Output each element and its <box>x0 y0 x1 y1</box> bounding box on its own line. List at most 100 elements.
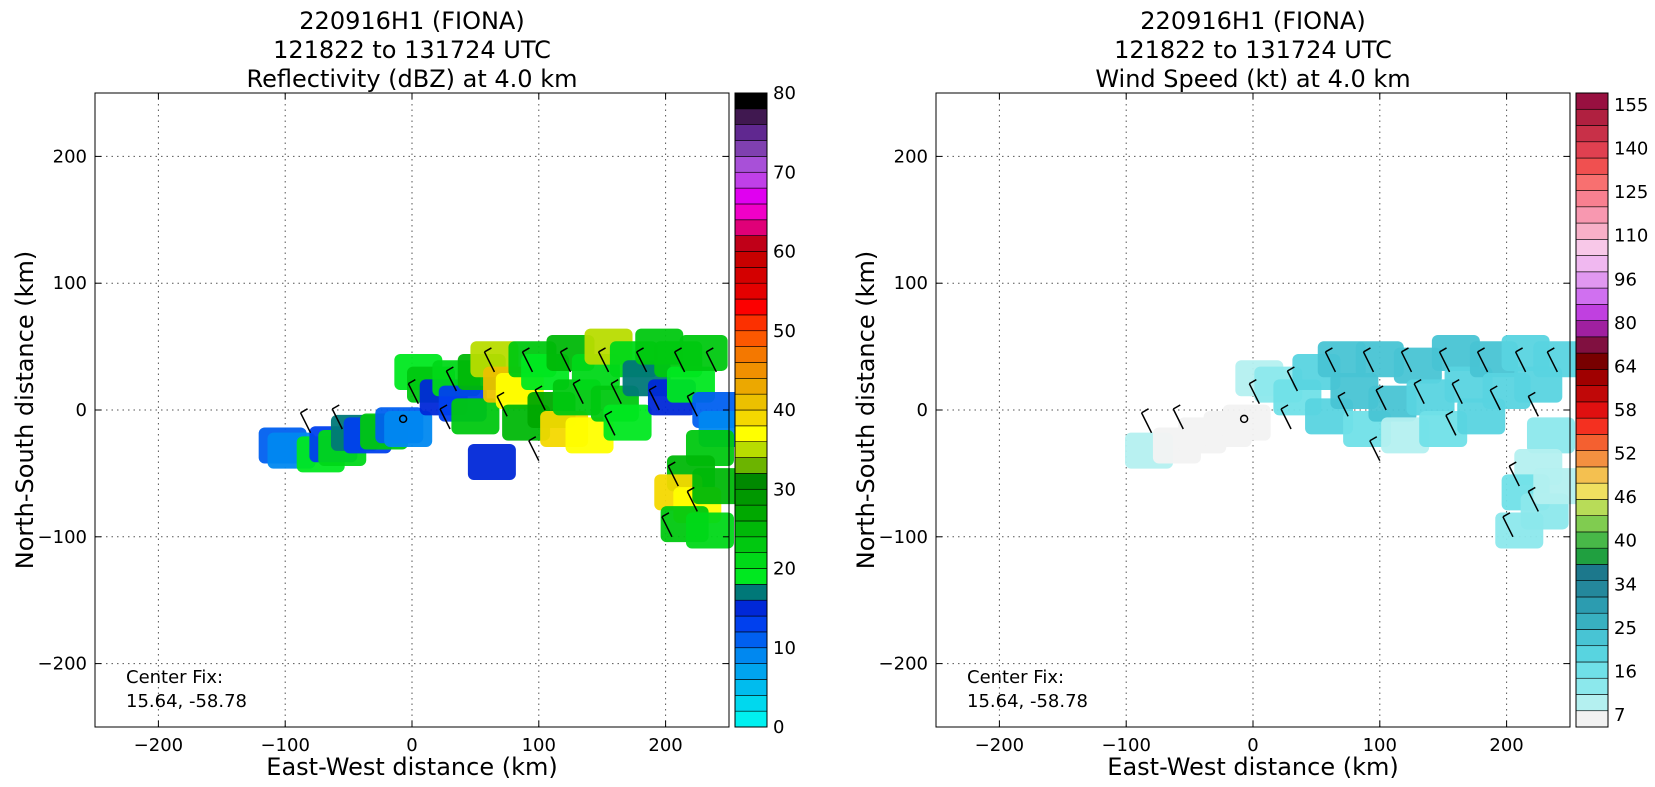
wind-barb-flag <box>560 347 568 353</box>
wind-barb <box>483 351 496 373</box>
wind-barb-flag <box>1445 410 1454 417</box>
wind-barb <box>521 351 534 373</box>
wind-barb <box>1280 408 1292 430</box>
wind-barb <box>1508 465 1520 487</box>
wind-barb-flag <box>1515 347 1523 353</box>
colorbar-segment <box>1575 629 1609 647</box>
x-tick-label: 200 <box>648 735 682 756</box>
data-cell <box>1368 385 1417 422</box>
center-marker <box>398 414 408 424</box>
colorbar-segment <box>734 679 768 696</box>
wind-speed-panel: 220916H1 (FIONA)121822 to 131724 UTCWind… <box>852 7 1648 781</box>
colorbar-segment <box>734 520 768 538</box>
colorbar-segment <box>1575 287 1609 305</box>
center-marker <box>1239 414 1249 424</box>
colorbar-tick-label: 20 <box>773 559 796 580</box>
y-tick-label: 100 <box>894 273 928 294</box>
wind-barb <box>686 491 698 512</box>
wind-barb-flag <box>1287 366 1295 372</box>
wind-barb-flag <box>1172 404 1181 410</box>
data-cell <box>685 512 734 549</box>
y-axis-label: North-South distance (km) <box>11 251 39 570</box>
colorbar-segment <box>734 568 768 585</box>
wind-barb <box>559 351 572 373</box>
data-cell <box>1406 379 1455 416</box>
colorbar-segment <box>1575 206 1609 224</box>
colorbar-segment <box>1575 434 1609 451</box>
wind-barb <box>686 396 698 417</box>
wind-barb-flag <box>1439 347 1447 353</box>
wind-barb <box>1502 516 1514 538</box>
wind-barb-flag <box>1363 347 1371 353</box>
chart-title-line: 220916H1 (FIONA) <box>1140 7 1365 35</box>
colorbar-tick-label: 7 <box>1614 705 1625 726</box>
colorbar-segment <box>1575 125 1609 143</box>
colorbar-segment <box>1575 612 1609 630</box>
y-tick-label: 200 <box>53 146 87 167</box>
center-fix-label: Center Fix: <box>126 667 223 688</box>
colorbar-tick-label: 50 <box>773 321 796 342</box>
wind-barb <box>1400 351 1413 373</box>
wind-barb <box>648 389 660 411</box>
wind-barb <box>1362 351 1375 373</box>
wind-barb-flag <box>705 347 714 353</box>
colorbar-tick-label: 64 <box>1614 356 1637 377</box>
colorbar-segment <box>1575 645 1609 663</box>
colorbar-tick-label: 80 <box>1614 313 1637 334</box>
chart-title-line: 121822 to 131724 UTC <box>1114 36 1392 64</box>
data-cell <box>1495 512 1544 549</box>
colorbar-segment <box>1575 499 1609 516</box>
colorbar-segment <box>734 187 768 205</box>
data-cell <box>451 398 500 435</box>
wind-barb <box>1140 412 1153 434</box>
wind-barb-flag <box>1413 379 1422 385</box>
y-tick-label: −200 <box>879 654 928 675</box>
colorbar-tick-label: 40 <box>1614 531 1637 552</box>
x-tick-label: 100 <box>522 735 556 756</box>
colorbar-segment <box>734 504 768 522</box>
colorbar-segment <box>1575 531 1609 549</box>
wind-barb <box>1489 389 1501 411</box>
wind-barb-flag <box>1325 347 1333 353</box>
colorbar-segment <box>734 92 768 110</box>
wind-barb-flag <box>598 347 606 353</box>
wind-barb-flag <box>1401 347 1409 353</box>
colorbar-segment <box>734 298 768 316</box>
colorbar-segment <box>734 362 768 379</box>
center-fix-value: 15.64, -58.78 <box>126 691 247 712</box>
colorbar-tick-label: 58 <box>1614 400 1637 421</box>
wind-barb-flag <box>534 385 543 391</box>
colorbar-segment <box>734 599 768 617</box>
colorbar-tick-label: 0 <box>773 717 784 738</box>
y-tick-label: −100 <box>879 527 928 548</box>
colorbar-segment <box>1575 271 1609 289</box>
colorbar-segment <box>734 235 768 252</box>
chart-title-line: Reflectivity (dBZ) at 4.0 km <box>247 65 578 93</box>
wind-barb <box>331 408 343 430</box>
colorbar-tick-label: 46 <box>1614 487 1637 508</box>
colorbar-segment <box>1575 580 1609 598</box>
colorbar-segment <box>1575 482 1609 500</box>
wind-barb-flag <box>1477 347 1485 353</box>
wind-barb-flag <box>1337 391 1346 397</box>
colorbar-segment <box>734 124 768 141</box>
data-cell <box>565 417 614 454</box>
colorbar-tick-label: 10 <box>773 638 796 659</box>
x-tick-label: 100 <box>1363 735 1397 756</box>
data-cell <box>1222 404 1271 441</box>
wind-barb-flag <box>1546 347 1555 353</box>
colorbar-segment <box>734 425 768 443</box>
colorbar-segment <box>1575 255 1609 273</box>
wind-barb-flag <box>1502 512 1511 518</box>
wind-barb <box>445 370 458 392</box>
data-cell <box>1526 417 1575 454</box>
wind-barb-flag <box>528 436 537 442</box>
colorbar-tick-label: 80 <box>773 83 796 104</box>
wind-barb <box>1527 396 1539 417</box>
colorbar-segment <box>1575 239 1609 256</box>
center-fix-label: Center Fix: <box>967 667 1064 688</box>
colorbar-segment <box>734 710 768 728</box>
wind-barb <box>572 383 584 404</box>
colorbar-segment <box>734 409 768 427</box>
wind-barb-flag <box>636 347 644 353</box>
